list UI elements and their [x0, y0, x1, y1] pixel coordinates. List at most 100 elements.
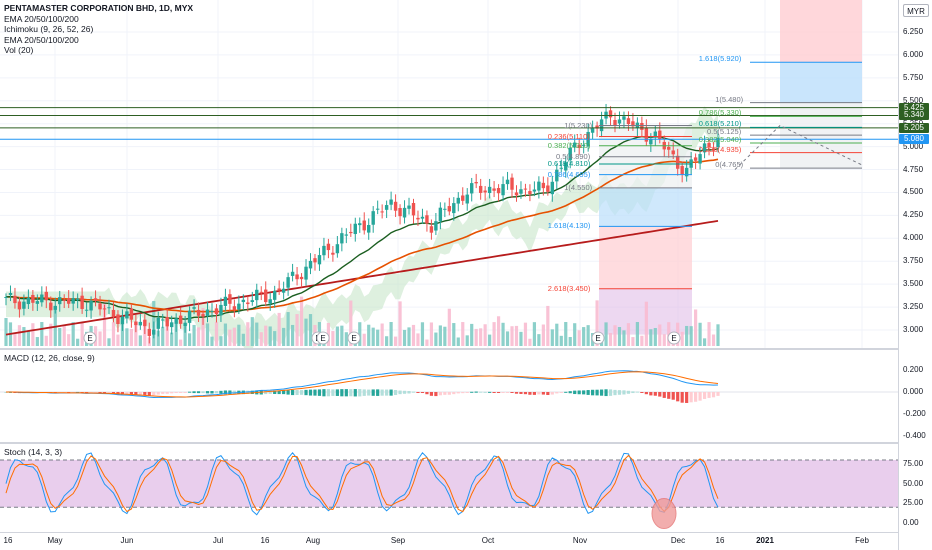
macd-histogram-bar [85, 392, 89, 393]
volume-bar [232, 327, 236, 346]
earnings-marker [83, 331, 97, 345]
volume-bar [582, 327, 586, 346]
candle-body [411, 203, 416, 216]
macd-tick: -0.200 [903, 409, 926, 418]
stoch-tick: 25.00 [903, 498, 924, 508]
stoch-legend[interactable]: Stoch (14, 3, 3) [4, 447, 63, 457]
candle-body [470, 183, 474, 194]
macd-histogram-bar [496, 392, 501, 393]
candle-body [425, 215, 429, 224]
candle-body [384, 205, 389, 210]
volume-bar [711, 334, 716, 346]
ema200-line [5, 219, 719, 336]
candle-body [219, 304, 223, 316]
volume-bar [640, 335, 644, 346]
volume-bar [250, 317, 254, 346]
candle-body [711, 149, 716, 151]
stoch-chart[interactable] [0, 444, 898, 532]
macd-histogram-bar [653, 392, 657, 396]
stoch-tick: 75.00 [903, 458, 924, 468]
volume-bar [214, 322, 219, 346]
candle-body [626, 118, 631, 125]
ext-zone-blue [780, 62, 862, 103]
ext-zone-red [780, 0, 862, 63]
earnings-marker [316, 331, 330, 345]
volume-bar [438, 325, 442, 346]
macd-histogram-bar [4, 392, 8, 393]
macd-pane[interactable]: MACD (12, 26, close, 9) [0, 350, 898, 442]
volume-bar [586, 325, 590, 346]
volume-bar [505, 331, 510, 346]
time-tick: Sep [390, 536, 406, 545]
volume-bar [689, 326, 693, 346]
legend-ema-1[interactable]: EMA 20/50/100/200 [4, 13, 79, 24]
projection-line [734, 124, 863, 170]
candle-body [237, 303, 241, 310]
macd-chart[interactable] [0, 350, 898, 442]
volume-bar [617, 327, 622, 346]
fib-extension-label: 0.382(5.040) [698, 134, 742, 144]
volume-bar [67, 334, 71, 346]
volume-bar [425, 339, 429, 346]
price-tick: 6.000 [903, 49, 924, 59]
volume-bar [496, 316, 501, 346]
macd-histogram-bar [546, 392, 550, 396]
candle-body [308, 260, 313, 269]
candle-body [223, 296, 228, 306]
price-tick: 3.500 [903, 279, 924, 289]
highlight-ellipse [651, 498, 677, 530]
macd-histogram-bar [308, 389, 313, 396]
symbol-title[interactable]: PENTAMASTER CORPORATION BHD, 1D, MYX [4, 3, 194, 13]
currency-button[interactable]: MYR [903, 4, 929, 17]
volume-bar [573, 323, 577, 346]
price-chart[interactable]: EEEEEE [0, 0, 898, 348]
volume-bar [192, 324, 196, 346]
candle-body [174, 318, 178, 324]
candle-body [317, 255, 322, 265]
candle-body [147, 328, 151, 336]
candle-body [550, 181, 555, 195]
candle-body [98, 303, 102, 310]
earnings-marker-label: E [320, 334, 325, 343]
candle-body [210, 310, 214, 312]
volume-bar [134, 323, 138, 346]
fib-retracement-label: 0.786(4.695) [547, 169, 591, 179]
macd-legend[interactable]: MACD (12, 26, close, 9) [4, 353, 95, 363]
macd-histogram-bar [367, 389, 371, 396]
pane-separator[interactable] [0, 348, 932, 350]
volume-bar [376, 329, 380, 346]
volume-bar [523, 322, 528, 346]
candle-body [675, 155, 680, 169]
volume-bar [644, 301, 648, 346]
time-tick: Dec [670, 536, 686, 545]
macd-histogram-bar [179, 392, 183, 393]
legend-volume[interactable]: Vol (20) [4, 45, 34, 55]
time-tick: 16 [715, 536, 725, 545]
volume-bar [653, 328, 657, 346]
volume-bar [201, 307, 205, 346]
macd-histogram-bar [93, 392, 98, 393]
candle-body [353, 223, 357, 235]
candle-body [232, 306, 237, 311]
macd-histogram-bar [452, 392, 456, 395]
pane-separator[interactable] [0, 442, 932, 444]
candle-body [438, 207, 443, 222]
legend-ichimoku[interactable]: Ichimoku (9, 26, 52, 26) [4, 24, 94, 34]
legend-ema-2[interactable]: EMA 20/50/100/200 [4, 34, 79, 45]
candle-body [456, 197, 460, 204]
fib-extension-label: 0.786(5.330) [698, 108, 742, 118]
candle-body [152, 329, 156, 335]
macd-histogram-bar [335, 389, 339, 396]
time-tick: Aug [305, 536, 321, 545]
indicator-legend: PENTAMASTER CORPORATION BHD, 1D, MYX EMA… [4, 3, 193, 56]
candle-body [380, 211, 384, 213]
price-axis[interactable] [898, 0, 932, 550]
volume-bar [174, 322, 178, 346]
time-tick: 16 [3, 536, 13, 545]
volume-bar [546, 305, 550, 346]
price-pane[interactable]: EEEEEE PENTAMASTER CORPORATION BHD, 1D, … [0, 0, 898, 348]
candle-body [716, 138, 720, 148]
candle-body [17, 301, 22, 310]
macd-histogram-bar [537, 392, 541, 395]
stoch-pane[interactable]: Stoch (14, 3, 3) [0, 444, 898, 532]
